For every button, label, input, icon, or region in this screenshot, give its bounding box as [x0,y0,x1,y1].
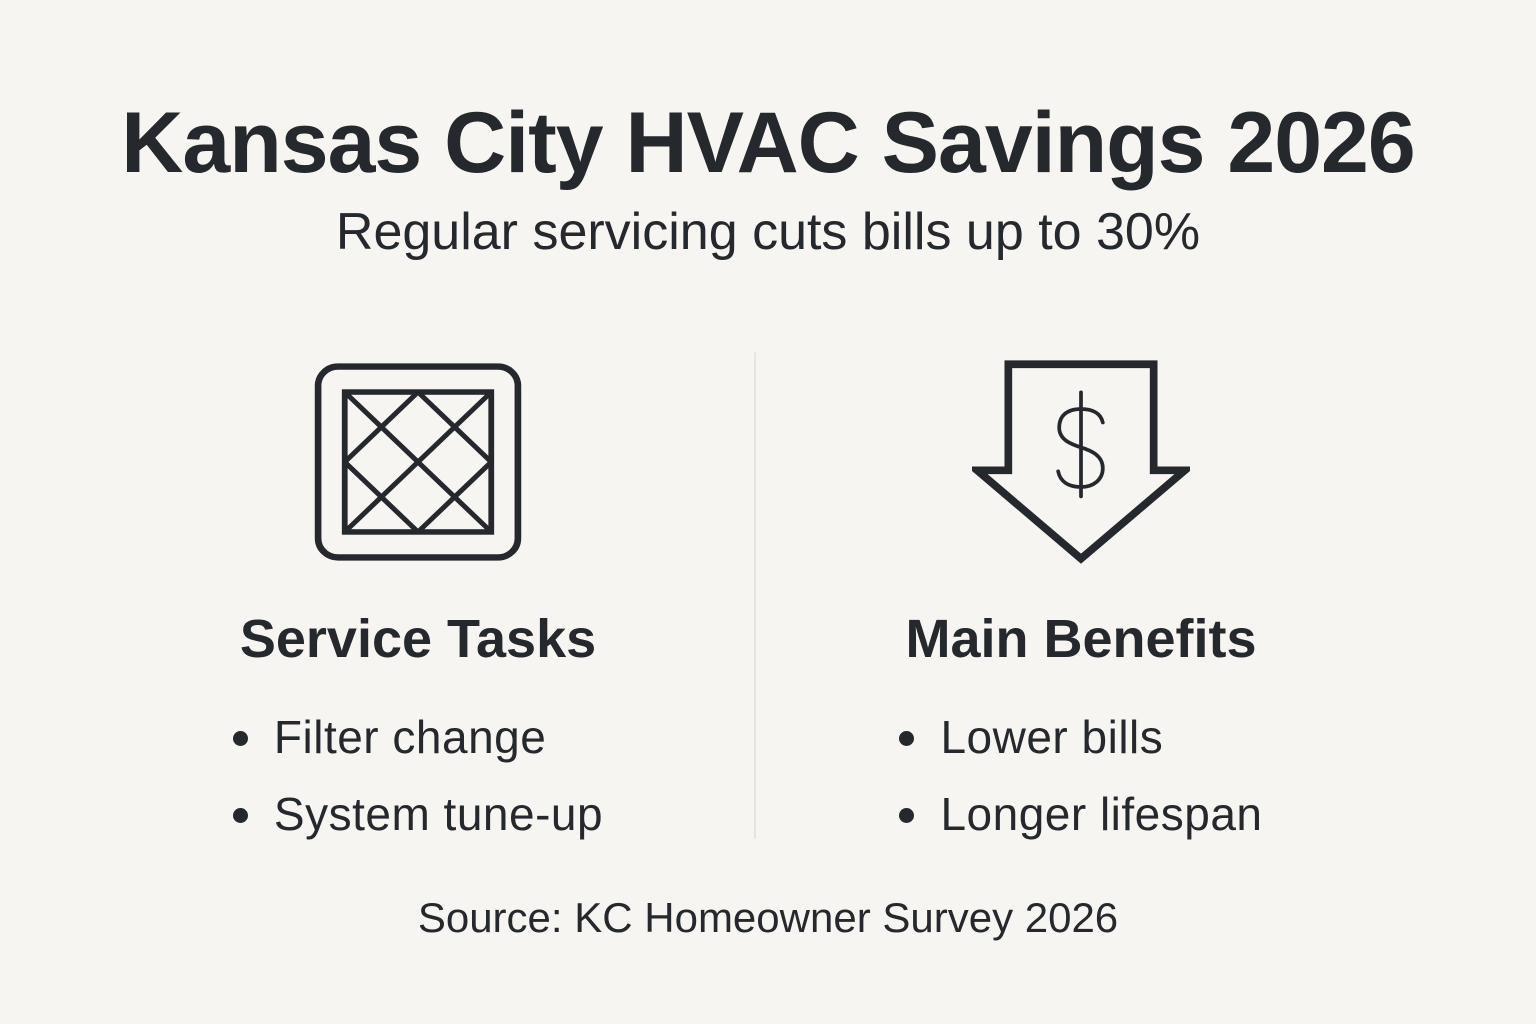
list-item: Filter change [233,714,603,760]
dollar-sign-icon [1056,390,1105,499]
list-item: Lower bills [899,714,1262,760]
list-item: Longer lifespan [899,791,1262,837]
list-item: System tune-up [233,791,603,837]
air-filter-icon [307,356,529,568]
service-tasks-column: Service Tasks Filter change System tune-… [128,356,708,837]
column-heading: Main Benefits [905,609,1257,669]
main-benefits-list: Lower bills Longer lifespan [899,714,1262,837]
service-tasks-list: Filter change System tune-up [233,714,603,837]
money-down-arrow-icon [972,356,1190,568]
column-heading: Service Tasks [239,609,597,669]
column-divider [754,352,756,839]
page-title: Kansas City HVAC Savings 2026 [121,95,1415,191]
main-benefits-column: Main Benefits Lower bills Longer lifespa… [791,356,1371,837]
page-subtitle: Regular servicing cuts bills up to 30% [335,203,1201,261]
source-note: Source: KC Homeowner Survey 2026 [417,894,1119,941]
